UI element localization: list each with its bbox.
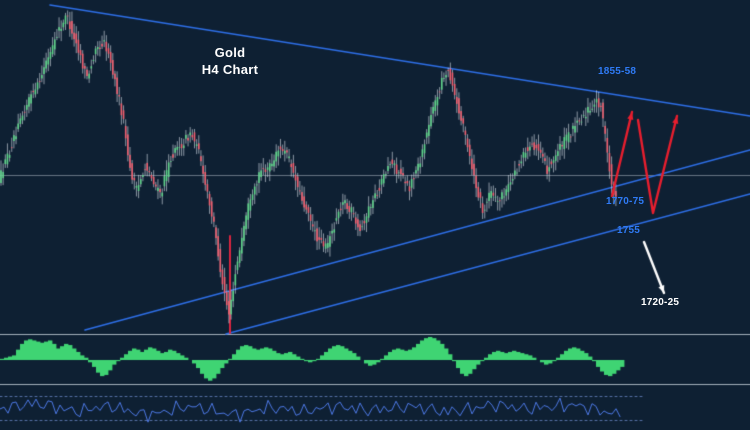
chart-title-timeframe: H4 Chart: [201, 62, 259, 77]
chart-title: Gold H4 Chart: [160, 44, 300, 78]
resistance-level-label: 1855-58: [598, 66, 637, 77]
chart-title-instrument: Gold: [214, 45, 246, 60]
downside-target-label: 1720-25: [641, 297, 680, 308]
support-level-label-1: 1770-75: [606, 196, 645, 207]
support-level-label-2: 1755: [617, 225, 641, 236]
